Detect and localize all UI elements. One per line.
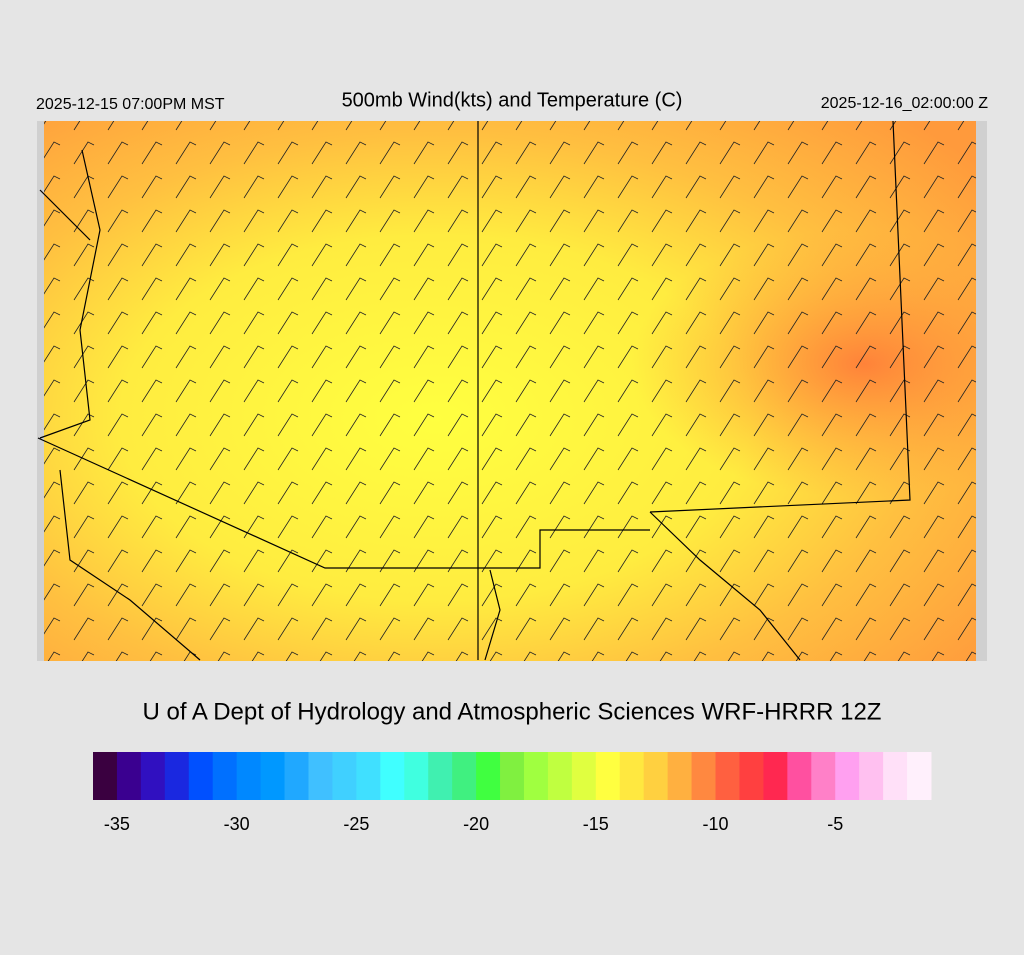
colorbar-tick-label: -30 — [224, 814, 250, 834]
colorbar-swatch — [164, 752, 190, 800]
colorbar-swatch — [595, 752, 621, 800]
colorbar-swatch — [643, 752, 669, 800]
colorbar-swatch — [116, 752, 142, 800]
colorbar-tick-label: -15 — [583, 814, 609, 834]
colorbar-swatch — [835, 752, 860, 800]
valid-time-utc: 2025-12-16_02:00:00 Z — [821, 95, 988, 112]
colorbar-swatch — [212, 752, 238, 800]
colorbar-swatch — [428, 752, 453, 800]
colorbar-swatch — [523, 752, 549, 800]
colorbar-swatch — [883, 752, 908, 800]
colorbar-tick-label: -35 — [104, 814, 130, 834]
colorbar-swatch — [787, 752, 812, 800]
colorbar-swatch — [571, 752, 597, 800]
colorbar-swatch — [332, 752, 357, 800]
valid-time-local: 2025-12-15 07:00PM MST — [36, 96, 225, 113]
colorbar-tick-label: -10 — [703, 814, 729, 834]
colorbar: -35 -30 -25 -20 -15 -10 -5 — [93, 752, 932, 834]
colorbar-tick-label: -25 — [343, 814, 369, 834]
colorbar-swatch — [500, 752, 525, 800]
state-borders — [37, 120, 911, 661]
colorbar-swatch — [763, 752, 788, 800]
credit: U of A Dept of Hydrology and Atmospheric… — [143, 698, 882, 725]
colorbar-swatch — [907, 752, 932, 800]
colorbar-tick-label: -5 — [827, 814, 843, 834]
map — [37, 120, 987, 661]
colorbar-swatch — [308, 752, 333, 800]
colorbar-swatch — [260, 752, 286, 800]
wind-barbs — [44, 121, 976, 661]
colorbar-swatch — [715, 752, 740, 800]
colorbar-swatch — [452, 752, 477, 800]
colorbar-swatch — [619, 752, 645, 800]
colorbar-swatch — [476, 752, 501, 800]
colorbar-swatch — [236, 752, 262, 800]
colorbar-swatch — [547, 752, 573, 800]
colorbar-swatch — [859, 752, 884, 800]
map-title: 500mb Wind(kts) and Temperature (C) — [342, 89, 683, 111]
colorbar-swatch — [739, 752, 764, 800]
colorbar-swatch — [404, 752, 429, 800]
colorbar-swatch — [667, 752, 693, 800]
colorbar-swatch — [93, 752, 118, 800]
colorbar-swatch — [811, 752, 836, 800]
colorbar-swatch — [380, 752, 405, 800]
colorbar-tick-label: -20 — [463, 814, 489, 834]
colorbar-swatch — [356, 752, 381, 800]
colorbar-swatch — [284, 752, 309, 800]
colorbar-swatch — [140, 752, 166, 800]
colorbar-swatch — [188, 752, 214, 800]
colorbar-swatch — [691, 752, 717, 800]
